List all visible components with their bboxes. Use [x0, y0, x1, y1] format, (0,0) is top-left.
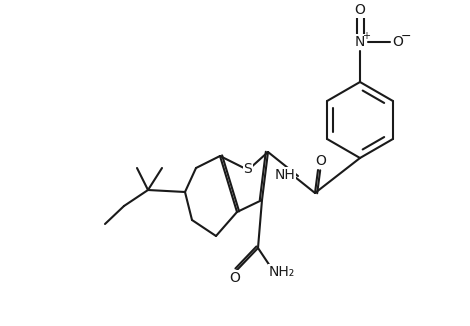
Text: +: +: [362, 31, 370, 41]
Text: −: −: [401, 29, 411, 42]
Text: NH: NH: [274, 168, 295, 182]
Text: O: O: [354, 3, 366, 17]
Text: O: O: [315, 154, 327, 168]
Text: O: O: [229, 271, 241, 285]
Text: O: O: [392, 35, 403, 49]
Text: S: S: [243, 162, 252, 176]
Text: NH₂: NH₂: [269, 265, 295, 279]
Text: N: N: [355, 35, 365, 49]
